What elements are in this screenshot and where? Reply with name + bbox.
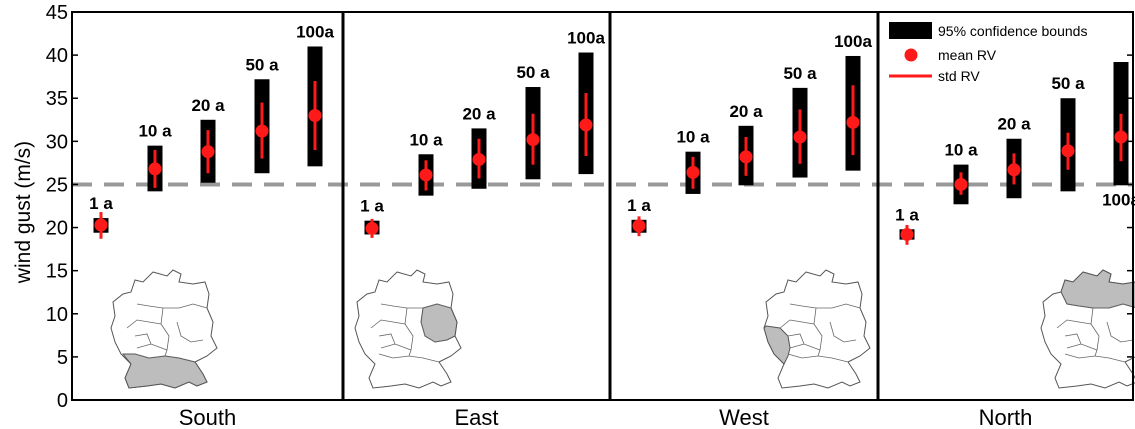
return-period-label: 20 a	[997, 115, 1031, 134]
y-tick-label: 30	[46, 131, 68, 153]
map-region-highlight	[763, 325, 791, 365]
y-tick-label: 0	[57, 390, 68, 412]
mean-point	[954, 177, 968, 191]
plot-frame	[71, 11, 1134, 401]
mean-point	[94, 218, 108, 232]
return-period-label: 100a	[834, 32, 872, 51]
frame-layer	[71, 11, 1134, 401]
return-period-label: 10 a	[676, 128, 710, 147]
y-tick-label: 5	[57, 347, 68, 369]
return-period-label: 50 a	[1051, 74, 1085, 93]
return-period-label: 50 a	[245, 55, 279, 74]
legend-label-std: std RV	[938, 68, 980, 84]
legend-swatch-mean	[904, 48, 918, 62]
map-state-borders	[779, 303, 861, 363]
mean-point	[900, 227, 914, 241]
legend: 95% confidence bounds mean RV std RV	[889, 22, 1087, 84]
return-period-label: 1 a	[89, 194, 113, 213]
map-state-borders	[370, 303, 452, 363]
legend-label-mean: mean RV	[938, 47, 997, 63]
return-period-label: 20 a	[462, 104, 496, 123]
return-period-label: 10 a	[944, 141, 978, 160]
map-region-highlight	[1060, 269, 1135, 309]
mean-point	[793, 130, 807, 144]
germany-map-south	[110, 269, 218, 389]
return-period-label: 10 a	[409, 130, 443, 149]
germany-map-north	[1040, 269, 1135, 389]
return-period-label: 100a	[1102, 190, 1135, 209]
mean-point	[1061, 144, 1075, 158]
y-axis: 0 5 10 15 20 25 30 35 40 45	[46, 2, 1133, 412]
mean-point	[579, 118, 593, 132]
panel-label-south: South	[179, 405, 237, 429]
panel-label-east: East	[454, 405, 498, 429]
map-state-borders	[1056, 303, 1135, 363]
mean-point	[472, 152, 486, 166]
y-tick-label: 25	[46, 174, 68, 196]
germany-map-east	[354, 269, 462, 389]
panel-label-north: North	[979, 405, 1033, 429]
mean-point	[846, 115, 860, 129]
mean-point	[419, 168, 433, 182]
return-period-label: 50 a	[516, 63, 550, 82]
return-period-label: 50 a	[783, 64, 817, 83]
mean-point	[632, 219, 646, 233]
mean-point	[308, 108, 322, 122]
mean-point	[201, 145, 215, 159]
panel-label-west: West	[719, 405, 769, 429]
mean-point	[739, 150, 753, 164]
mean-point	[365, 221, 379, 235]
mean-point	[686, 165, 700, 179]
legend-swatch-ci	[889, 22, 932, 39]
y-axis-label: wind gust (m/s)	[12, 141, 35, 284]
marks-layer	[93, 46, 1129, 245]
germany-map-west	[763, 269, 871, 389]
legend-label-ci: 95% confidence bounds	[938, 23, 1087, 39]
map-region-highlight	[420, 303, 458, 343]
return-period-label: 100a	[296, 22, 334, 41]
mean-point	[526, 133, 540, 147]
mean-point	[255, 124, 269, 138]
return-period-label: 1 a	[360, 197, 384, 216]
return-period-label: 20 a	[729, 102, 763, 121]
return-period-label: 1 a	[627, 196, 651, 215]
map-state-borders	[126, 303, 208, 363]
y-tick-label: 40	[46, 45, 68, 67]
mean-point	[148, 162, 162, 176]
y-tick-label: 45	[46, 2, 68, 24]
y-tick-label: 10	[46, 304, 68, 326]
maps-layer	[110, 269, 1135, 389]
return-period-label: 100a	[567, 29, 605, 48]
labels-layer: 1 a 10 a 20 a 50 a 100a South 1 a 10 a 20 a 50 a 1…	[89, 22, 1135, 429]
return-period-label: 20 a	[191, 96, 225, 115]
y-tick-label: 35	[46, 88, 68, 110]
mean-point	[1007, 163, 1021, 177]
y-tick-label: 15	[46, 261, 68, 283]
y-tick-label: 20	[46, 218, 68, 240]
return-period-label: 1 a	[895, 205, 919, 224]
return-period-label: 10 a	[138, 122, 172, 141]
mean-point	[1114, 130, 1128, 144]
